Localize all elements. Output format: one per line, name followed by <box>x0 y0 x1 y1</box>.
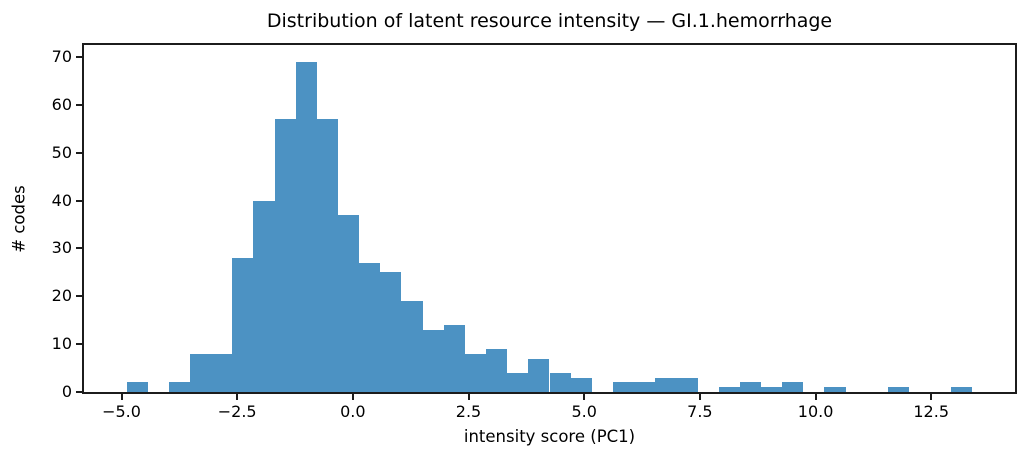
histogram-bar <box>486 348 508 392</box>
histogram-bar <box>316 119 339 392</box>
histogram-bar <box>655 377 677 392</box>
histogram-bar <box>570 377 592 392</box>
x-tick-label: 12.5 <box>913 402 949 421</box>
x-tick-label: 0.0 <box>340 402 366 421</box>
y-tick-label: 70 <box>51 47 72 66</box>
histogram-bar <box>443 325 465 392</box>
histogram-bar <box>274 119 296 392</box>
histogram-bar <box>634 382 656 392</box>
x-tick-mark <box>698 394 701 400</box>
histogram-bar <box>380 272 402 392</box>
x-tick-mark <box>351 394 354 400</box>
x-tick-mark <box>467 394 470 400</box>
plot-area <box>82 43 1017 394</box>
chart-title: Distribution of latent resource intensit… <box>266 10 833 32</box>
histogram-bar <box>211 353 233 392</box>
histogram-bar <box>190 353 212 392</box>
x-tick-mark <box>120 394 123 400</box>
histogram-bar <box>760 387 783 392</box>
y-tick-mark <box>76 151 82 154</box>
x-tick-label: −5.0 <box>102 402 141 421</box>
y-tick-mark <box>76 199 82 202</box>
x-tick-label: 7.5 <box>687 402 713 421</box>
histogram-bar <box>549 372 571 392</box>
y-tick-mark <box>76 343 82 346</box>
y-tick-label: 40 <box>51 190 72 210</box>
histogram-bar <box>168 382 190 392</box>
histogram-bar <box>676 377 698 392</box>
histogram-bar <box>232 258 254 392</box>
y-tick-mark <box>76 295 82 298</box>
y-tick-mark <box>76 247 82 250</box>
histogram-bar <box>887 387 909 392</box>
histogram-bar <box>612 382 635 392</box>
x-tick-label: 2.5 <box>455 402 482 421</box>
x-tick-label: −2.5 <box>217 402 257 421</box>
y-tick-mark <box>76 103 82 106</box>
x-tick-mark <box>814 394 817 400</box>
y-tick-label: 20 <box>51 286 72 306</box>
x-axis-label: intensity score (PC1) <box>463 427 636 446</box>
histogram-bar <box>253 200 275 392</box>
histogram-bar <box>126 382 148 392</box>
histogram-bar <box>464 353 487 392</box>
x-tick-label: 10.0 <box>797 402 834 421</box>
y-tick-mark <box>76 56 82 58</box>
histogram-bar <box>295 61 317 392</box>
y-tick-label: 0 <box>61 382 72 401</box>
y-tick-label: 10 <box>51 334 72 354</box>
histogram-bar <box>422 329 444 392</box>
x-tick-mark <box>930 394 933 400</box>
y-tick-label: 50 <box>51 142 72 162</box>
histogram-bar <box>782 382 804 392</box>
y-tick-label: 30 <box>51 238 72 258</box>
histogram-bar <box>718 387 740 392</box>
y-tick-label: 60 <box>51 94 72 114</box>
histogram-bar <box>401 301 423 392</box>
histogram-bar <box>951 387 973 392</box>
histogram-bar <box>528 358 550 392</box>
histogram-bar <box>338 214 360 392</box>
histogram-bar <box>824 387 846 392</box>
histogram-bar <box>507 372 529 392</box>
x-tick-mark <box>583 394 586 400</box>
histogram-bar <box>739 382 761 392</box>
x-tick-label: 5.0 <box>571 402 597 421</box>
y-tick-mark <box>76 391 82 393</box>
x-tick-mark <box>236 394 239 400</box>
y-axis-label: # codes <box>9 185 29 253</box>
histogram-bar <box>359 262 381 392</box>
